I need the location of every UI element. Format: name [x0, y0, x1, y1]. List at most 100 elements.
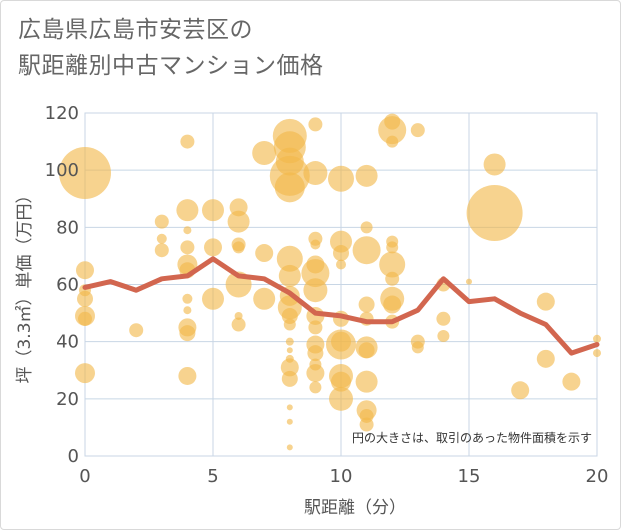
- x-tick-label-3: 15: [458, 466, 481, 487]
- bubble-series: [59, 113, 601, 451]
- bubble-point-69: [330, 230, 352, 253]
- bubble-point-101: [411, 341, 424, 354]
- average-price-line: [82, 256, 600, 356]
- bubble-point-74: [326, 329, 356, 360]
- bubble-point-31: [231, 317, 246, 332]
- bubble-point-20: [179, 325, 196, 342]
- bubble-point-54: [308, 117, 323, 132]
- bubble-point-84: [358, 342, 375, 359]
- bubble-point-22: [202, 199, 224, 222]
- bubble-point-49: [280, 358, 299, 377]
- bubble-point-110: [536, 349, 555, 368]
- bubble-point-105: [466, 278, 472, 285]
- bubble-point-97: [383, 295, 402, 314]
- bubble-point-91: [386, 135, 399, 148]
- bubble-point-8: [154, 214, 169, 229]
- chart-title-line-2: 駅距離別中古マンション価格: [18, 53, 324, 79]
- bubble-point-95: [385, 271, 400, 286]
- bubble-point-90: [378, 116, 407, 145]
- x-tick-label-4: 20: [586, 466, 609, 487]
- y-axis-title: 坪（3.3㎡）単価（万円）: [15, 186, 35, 383]
- x-tick-label-0: 0: [79, 466, 90, 487]
- bubble-point-23: [204, 238, 222, 257]
- x-axis-title: 駅距離（分）: [304, 498, 406, 518]
- bubble-point-59: [301, 259, 330, 288]
- bubble-point-78: [355, 164, 378, 187]
- bubble-point-64: [307, 345, 324, 362]
- bubble-point-9: [156, 233, 167, 244]
- bubble-point-55: [303, 161, 328, 186]
- bubble-point-7: [129, 323, 144, 338]
- bubble-point-44: [281, 307, 298, 324]
- bubble-point-21: [178, 366, 197, 385]
- bubble-point-88: [359, 417, 374, 432]
- bubble-point-28: [232, 241, 245, 254]
- y-tick-label-1: 20: [56, 389, 79, 410]
- bubble-point-50: [281, 370, 298, 387]
- bubble-point-111: [562, 372, 581, 391]
- bubble-point-108: [511, 381, 530, 400]
- bubble-point-80: [352, 236, 381, 265]
- bubble-point-40: [276, 245, 303, 272]
- bubble-point-41: [278, 264, 301, 287]
- bubble-point-17: [182, 293, 193, 304]
- bubble-point-14: [180, 240, 195, 255]
- bubble-point-104: [437, 329, 450, 342]
- bubble-point-32: [252, 141, 277, 166]
- bubble-point-6: [75, 363, 95, 384]
- bubble-point-3: [77, 290, 93, 307]
- bubble-point-18: [183, 306, 192, 315]
- bubble-point-76: [331, 371, 351, 392]
- bubble-point-93: [386, 241, 399, 254]
- bubble-point-107: [466, 185, 523, 242]
- y-tick-label-5: 100: [45, 160, 79, 181]
- y-tick-label-2: 40: [56, 332, 79, 353]
- bubble-point-10: [154, 243, 169, 258]
- bubble-point-1: [76, 261, 94, 280]
- bubble-point-51: [286, 404, 293, 411]
- bubble-point-103: [436, 311, 451, 326]
- bubble-point-26: [227, 210, 250, 233]
- bubble-point-77: [329, 386, 353, 411]
- bubble-point-12: [176, 199, 199, 222]
- y-tick-label-4: 80: [56, 217, 79, 238]
- bubble-point-57: [310, 239, 321, 250]
- bubble-point-68: [328, 165, 354, 192]
- bubble-point-109: [536, 292, 555, 311]
- bubble-point-99: [410, 123, 425, 138]
- bubble-point-47: [286, 347, 293, 354]
- bubble-point-52: [286, 418, 293, 425]
- bubble-point-33: [255, 244, 274, 263]
- bubble-point-67: [309, 381, 322, 394]
- chart-title: 広島県広島市安芸区の 駅距離別中古マンション価格: [18, 12, 324, 84]
- bubble-point-71: [336, 259, 346, 270]
- bubble-point-53: [286, 444, 293, 451]
- bubble-point-60: [303, 278, 328, 303]
- bubble-point-39: [274, 172, 305, 203]
- bubble-point-24: [202, 287, 224, 310]
- bubble-point-113: [593, 349, 601, 358]
- x-axis-ticks: 0 5 10 15 20: [79, 466, 608, 487]
- bubble-point-11: [180, 134, 195, 149]
- bubble-point-0: [59, 147, 111, 200]
- bubble-point-66: [306, 364, 325, 383]
- y-tick-label-0: 0: [68, 446, 79, 467]
- x-tick-label-1: 5: [207, 466, 218, 487]
- bubble-point-46: [285, 337, 294, 346]
- bubble-point-45: [283, 318, 296, 331]
- bubble-point-70: [333, 245, 349, 262]
- chart-title-line-1: 広島県広島市安芸区の: [18, 17, 253, 43]
- bubble-point-34: [253, 287, 276, 310]
- y-tick-label-3: 60: [56, 275, 79, 296]
- bubble-size-note: 円の大きさは、取引のあった物件面積を示す: [352, 430, 592, 445]
- y-axis-ticks: 0 20 40 60 80 100 120: [45, 103, 79, 467]
- bubble-point-62: [308, 320, 323, 335]
- bubble-point-5: [78, 311, 92, 326]
- bubble-point-13: [183, 226, 192, 235]
- y-tick-label-6: 120: [45, 103, 79, 124]
- bubble-point-85: [355, 370, 378, 393]
- bubble-point-81: [358, 296, 375, 313]
- bubble-point-79: [360, 221, 373, 234]
- bubble-point-106: [483, 153, 506, 176]
